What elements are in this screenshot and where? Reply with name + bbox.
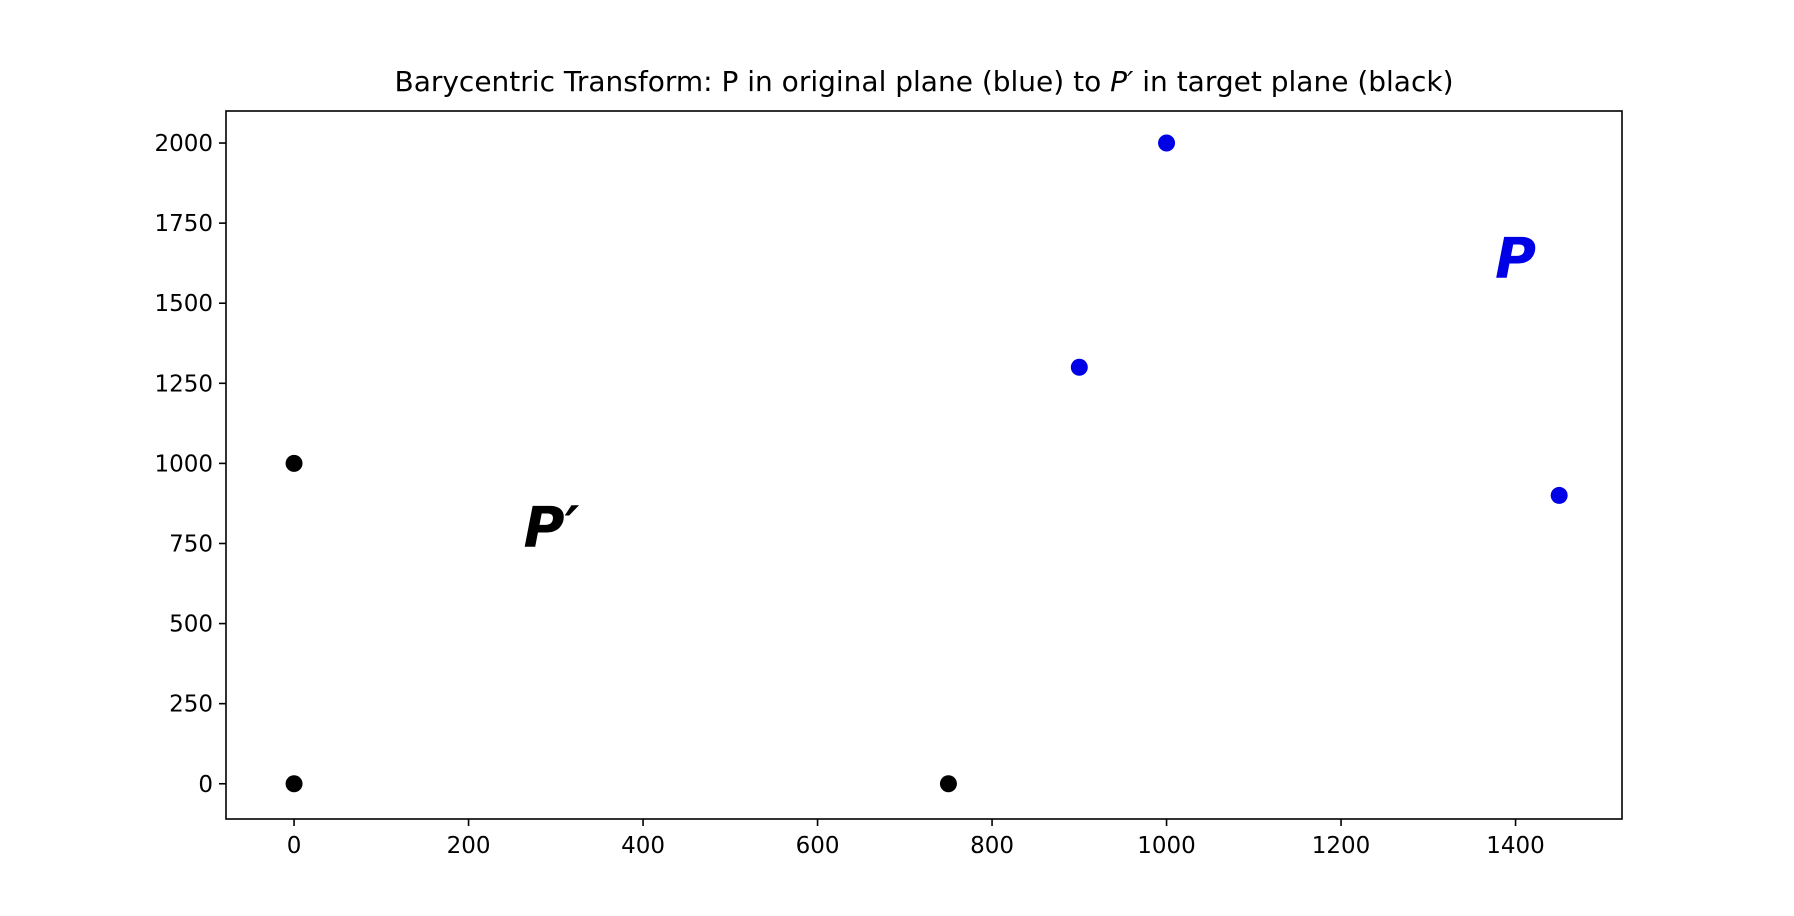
scatter-point (1550, 486, 1568, 504)
chart-title-group: Barycentric Transform: P in original pla… (394, 65, 1453, 98)
x-tick-label: 800 (970, 833, 1014, 859)
y-tick-label: 1250 (154, 371, 213, 397)
scatter-point (939, 775, 957, 793)
y-tick-label: 250 (169, 692, 213, 718)
x-tick-label: 0 (287, 833, 302, 859)
x-tick-label: 400 (621, 833, 665, 859)
x-tick-label: 1400 (1486, 833, 1545, 859)
plot-frame (225, 110, 1623, 820)
y-tick-label: 750 (169, 531, 213, 557)
y-tick-label: 1750 (154, 211, 213, 237)
points-group (285, 134, 1568, 793)
x-tick-label: 600 (796, 833, 840, 859)
scatter-point (1070, 358, 1088, 376)
y-tick-label: 1000 (154, 451, 213, 477)
chart-title-before: Barycentric Transform: P in original pla… (394, 65, 1110, 98)
x-tick-label: 200 (447, 833, 491, 859)
scatter-point (285, 454, 303, 472)
chart-title-symbol: P′ (1110, 65, 1134, 98)
y-tick-label: 500 (169, 612, 213, 638)
x-tick-label: 1000 (1137, 833, 1196, 859)
scatter-point (1158, 134, 1176, 152)
chart-title-after: in target plane (black) (1133, 65, 1453, 98)
annotation-label: P (1495, 227, 1536, 292)
annotation-label: P′ (524, 496, 580, 561)
axes-group: 0 200 400 600 800 1000 1200 1400 0 250 500 750 1000 1… (154, 110, 1623, 859)
scatter-point (285, 775, 303, 793)
y-tick-label: 1500 (154, 291, 213, 317)
annotations-group: P P′ (524, 227, 1537, 561)
y-tick-label: 2000 (154, 131, 213, 157)
x-tick-label: 1200 (1312, 833, 1371, 859)
chart-title: Barycentric Transform: P in original pla… (394, 65, 1453, 98)
y-tick-label: 0 (198, 772, 213, 798)
